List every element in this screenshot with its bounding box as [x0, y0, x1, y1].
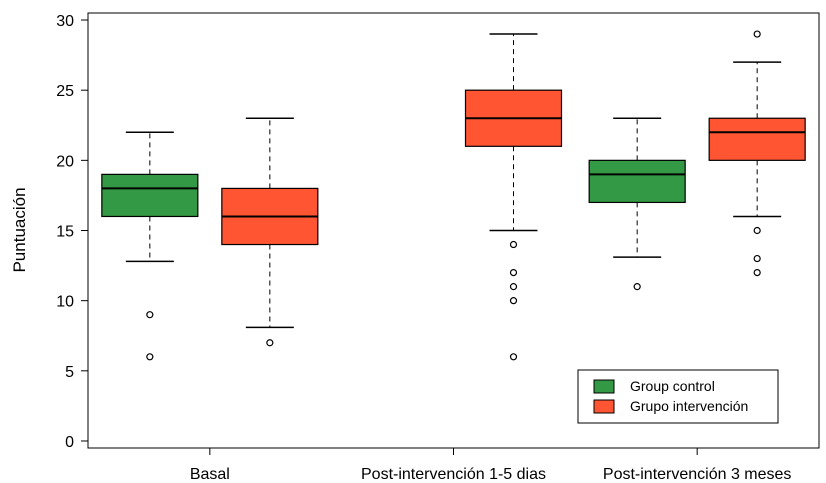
- outlier-point: [266, 339, 274, 347]
- y-tick-label: 25: [56, 83, 74, 100]
- y-axis-title: Puntuación: [10, 187, 29, 272]
- x-tick-label: Post-intervención 3 meses: [603, 466, 792, 483]
- x-tick-label: Basal: [190, 466, 230, 483]
- outlier-point: [509, 353, 518, 361]
- legend-label-control: Group control: [630, 378, 715, 394]
- y-tick-label: 5: [65, 364, 74, 381]
- outlier-point: [146, 353, 154, 361]
- outlier-point: [753, 268, 761, 277]
- box-iqr: [708, 117, 806, 161]
- outlier-point: [509, 297, 518, 305]
- outlier-point: [753, 254, 761, 263]
- box-iqr: [101, 173, 199, 218]
- y-tick-label: 15: [56, 224, 74, 241]
- outlier-point: [753, 226, 761, 235]
- outlier-point: [509, 268, 518, 277]
- x-axis: Basal Post-intervención 1-5 dias Post-inte…: [190, 448, 792, 483]
- box-1-2: [708, 30, 806, 277]
- box-0-2: [588, 117, 686, 291]
- y-tick-label: 20: [56, 153, 74, 170]
- y-axis: 0 5 10 15 20 25 30: [56, 13, 88, 451]
- y-tick-label: 30: [56, 13, 74, 30]
- y-tick-label: 0: [65, 434, 74, 451]
- legend: Group control Grupo intervención: [577, 369, 779, 424]
- outlier-point: [753, 30, 761, 38]
- outlier-point: [633, 283, 641, 291]
- box-iqr: [588, 159, 686, 204]
- legend-swatch-control: [593, 379, 615, 394]
- box-0-0: [101, 131, 199, 361]
- box-1-1: [464, 33, 563, 361]
- x-tick-label: Post-intervención 1-5 dias: [361, 466, 546, 483]
- y-tick-label: 10: [56, 294, 74, 311]
- legend-frame: [577, 369, 779, 424]
- boxes: [101, 30, 806, 361]
- outlier-point: [509, 240, 518, 249]
- legend-swatch-intervention: [593, 399, 615, 414]
- outlier-point: [146, 311, 154, 319]
- legend-label-intervention: Grupo intervención: [630, 398, 748, 414]
- outlier-point: [509, 283, 518, 291]
- box-1-0: [221, 117, 319, 347]
